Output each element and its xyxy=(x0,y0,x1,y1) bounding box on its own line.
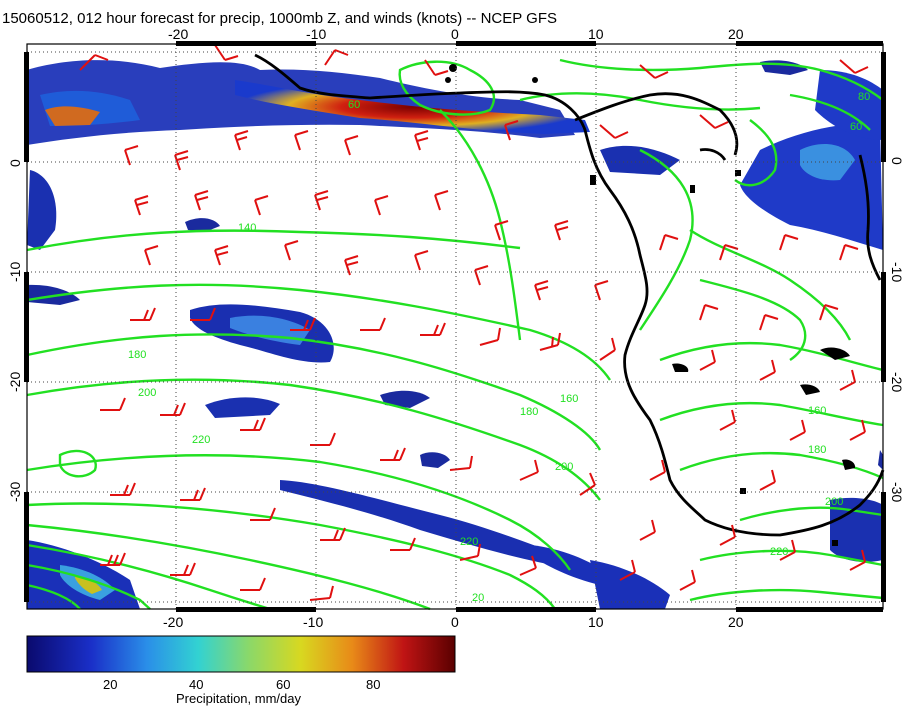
contour-label: 160 xyxy=(560,393,578,405)
colorbar-tick: 80 xyxy=(366,677,380,692)
lon-label: -20 xyxy=(168,26,188,42)
contour-label: 60 xyxy=(348,99,360,111)
contour-label: 220 xyxy=(460,536,478,548)
lon-label: -10 xyxy=(303,614,323,630)
lon-label: 0 xyxy=(451,26,459,42)
contour-label: 220 xyxy=(192,434,210,446)
contour-label: 180 xyxy=(808,444,826,456)
latitude-labels-left: 0 -10 -20 -30 xyxy=(7,159,23,502)
lon-label: -10 xyxy=(306,26,326,42)
contour-label: 20 xyxy=(472,592,484,604)
contour-label: 160 xyxy=(808,405,826,417)
contour-label: 80 xyxy=(858,91,870,103)
lat-label: 0 xyxy=(889,157,905,165)
colorbar-tick: 40 xyxy=(189,677,203,692)
map-title: 15060512, 012 hour forecast for precip, … xyxy=(2,10,557,27)
contour-label: 200 xyxy=(825,496,843,508)
lon-label: 10 xyxy=(588,26,604,42)
lon-label: -20 xyxy=(163,614,183,630)
colorbar-tick: 60 xyxy=(276,677,290,692)
contour-label: 180 xyxy=(520,406,538,418)
contour-labels: 60 140 180 200 220 160 180 200 220 160 1… xyxy=(128,91,870,604)
lat-label: -20 xyxy=(7,372,23,392)
height-contours xyxy=(26,58,884,611)
contour-label: 140 xyxy=(238,222,256,234)
lon-label: 20 xyxy=(728,26,744,42)
contour-label: 200 xyxy=(138,387,156,399)
wind-barbs xyxy=(79,44,869,601)
lat-label: -10 xyxy=(889,262,905,282)
map-area xyxy=(27,44,883,609)
longitude-labels-bottom: -20 -10 0 10 20 xyxy=(163,614,744,630)
map-frame xyxy=(24,41,886,612)
precipitation-colorbar: 20 40 60 80 Precipitation, mm/day xyxy=(26,635,456,706)
longitude-labels-top: -20 -10 0 10 20 xyxy=(168,26,744,42)
lon-label: 10 xyxy=(588,614,604,630)
colorbar-gradient xyxy=(26,635,456,673)
contour-label: 220 xyxy=(770,546,788,558)
lat-label: -10 xyxy=(7,262,23,282)
colorbar-title: Precipitation, mm/day xyxy=(176,691,301,706)
lat-lon-grid xyxy=(27,44,883,609)
colorbar-tick: 20 xyxy=(103,677,117,692)
contour-label: 60 xyxy=(850,121,862,133)
lon-label: 20 xyxy=(728,614,744,630)
contour-label: 180 xyxy=(128,349,146,361)
latitude-labels-right: 0 -10 -20 -30 xyxy=(889,157,905,502)
lat-label: 0 xyxy=(7,159,23,167)
island-shapes xyxy=(445,64,856,546)
lat-label: -30 xyxy=(889,482,905,502)
lat-label: -20 xyxy=(889,372,905,392)
lon-label: 0 xyxy=(451,614,459,630)
lat-label: -30 xyxy=(7,482,23,502)
contour-label: 200 xyxy=(555,461,573,473)
coastline xyxy=(254,53,885,537)
